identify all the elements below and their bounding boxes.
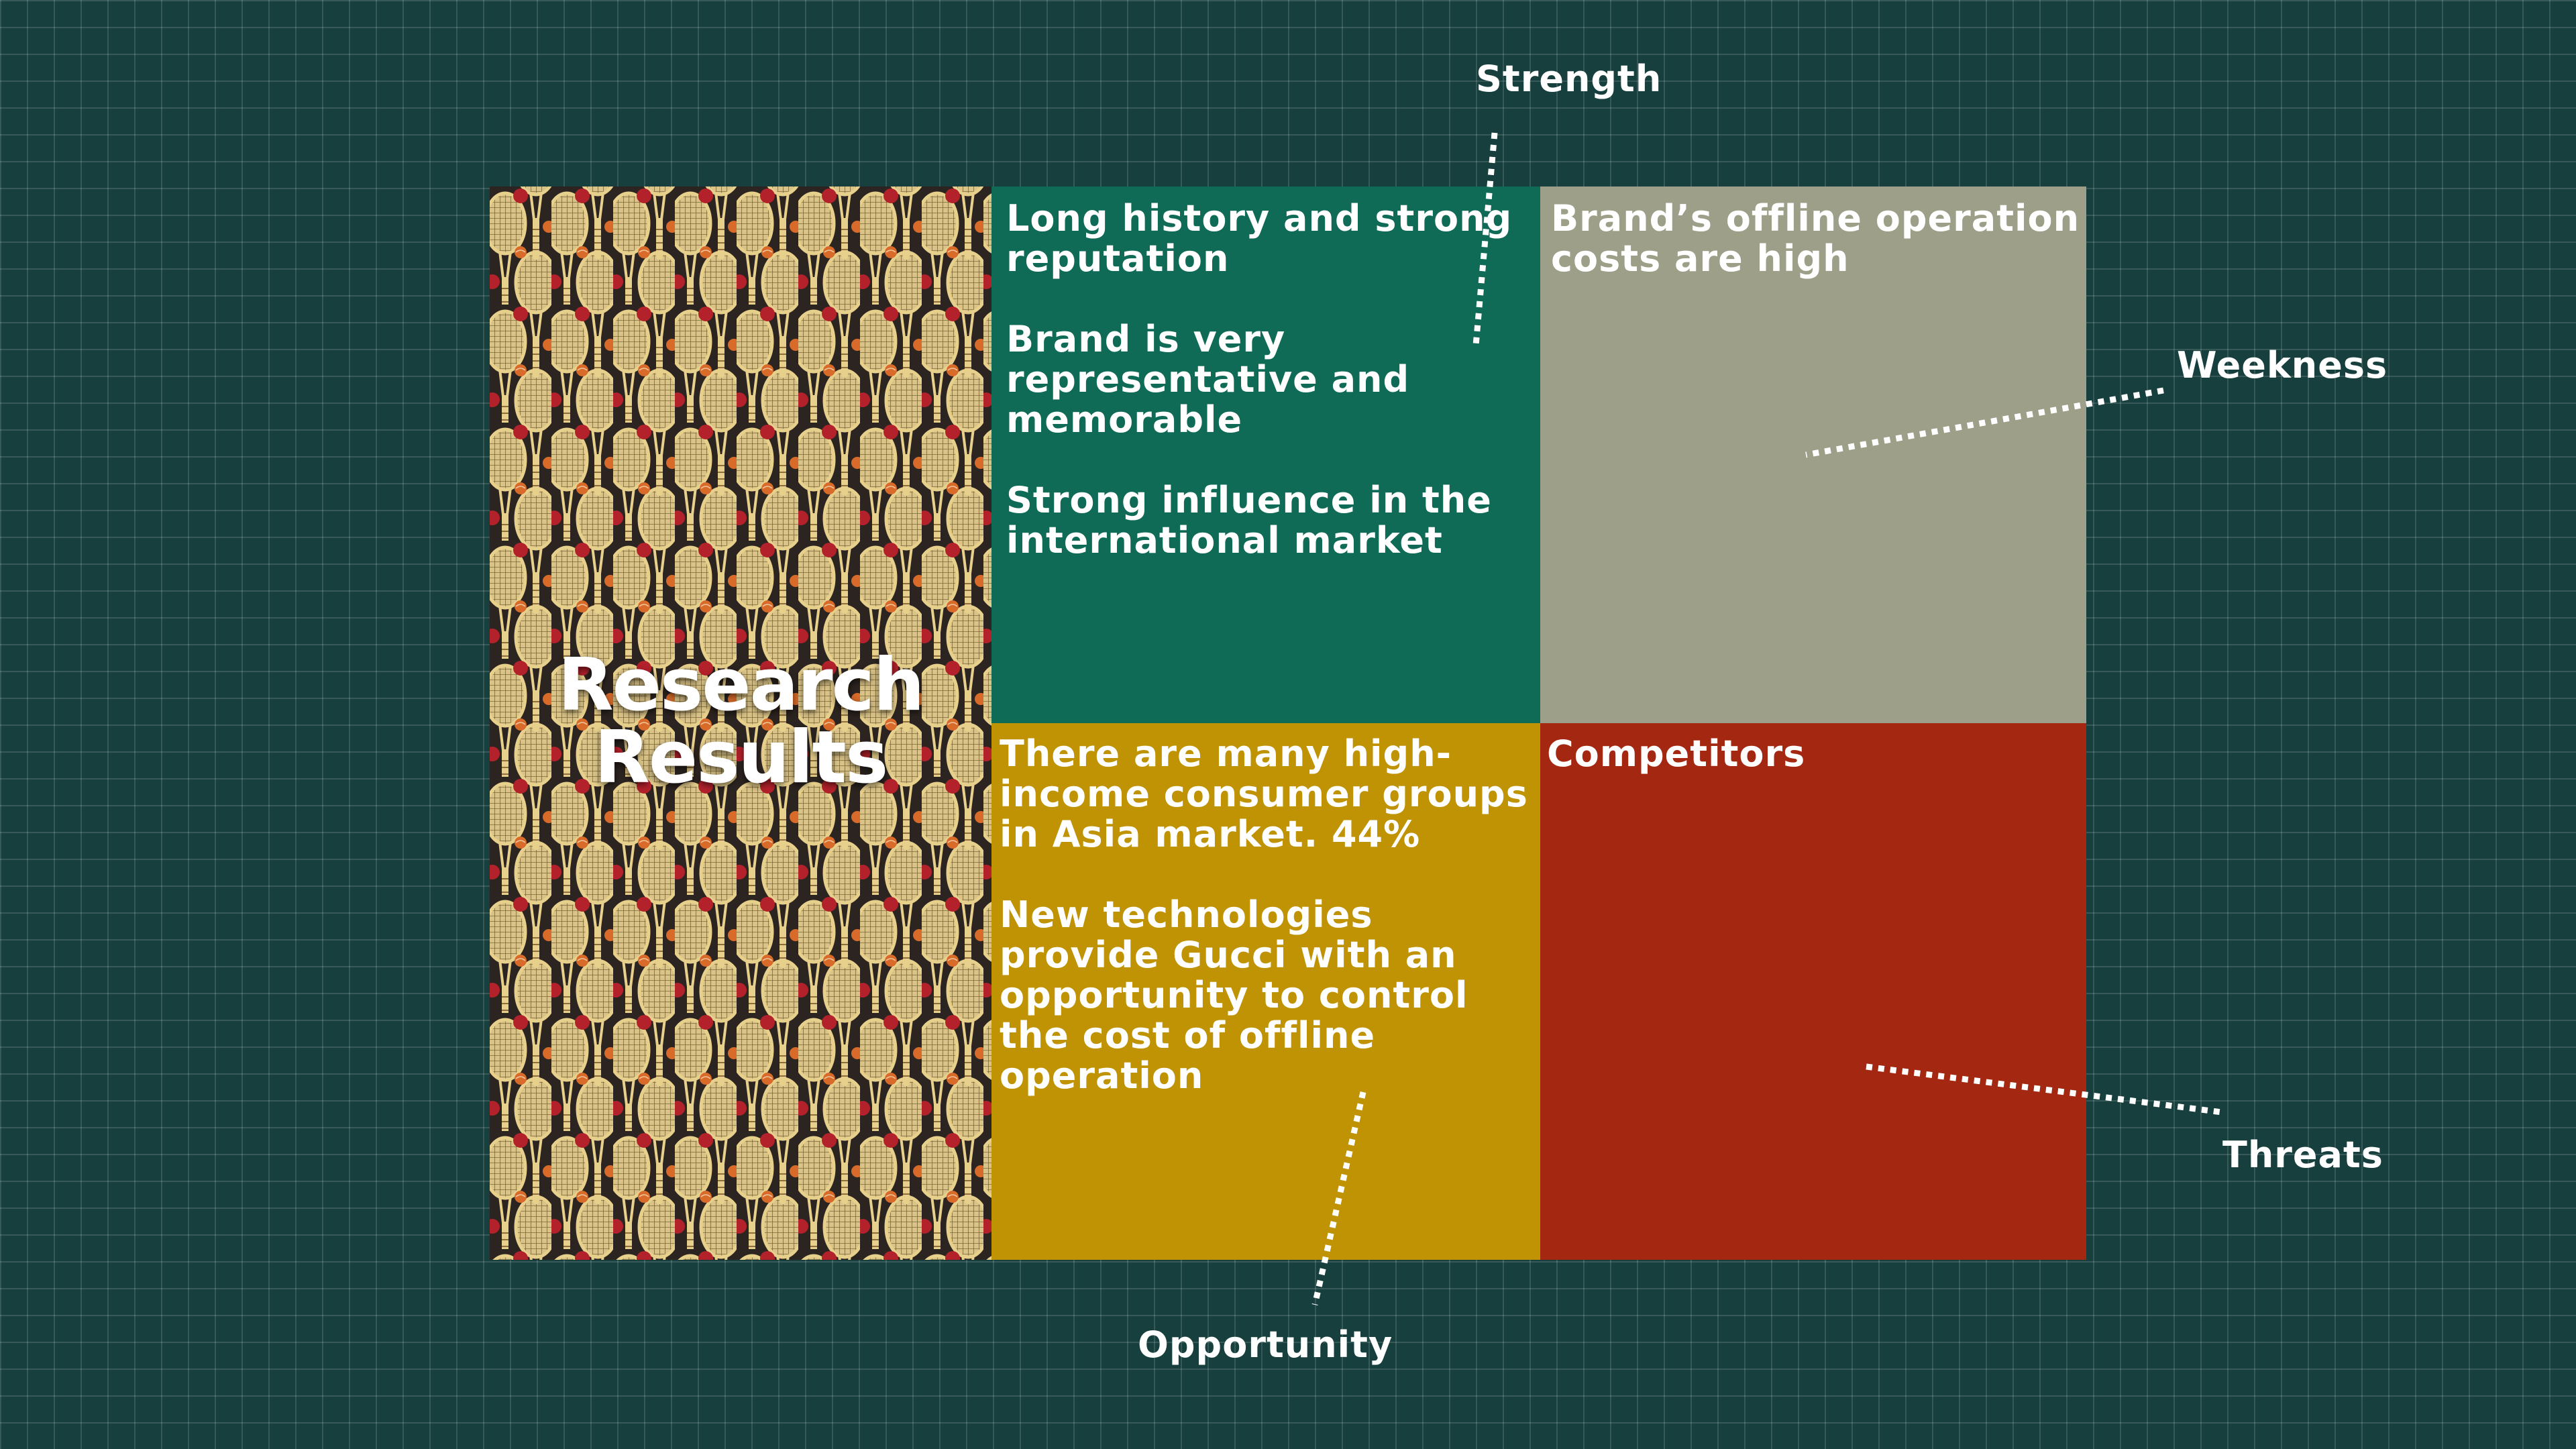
strength-point: Strong influence in the international ma… <box>1006 479 1492 561</box>
strength-point: Brand is very representative and memorab… <box>1006 318 1410 441</box>
tennis-racket-pattern-image: Research Results <box>490 186 991 1260</box>
threats-connector <box>1866 1063 2222 1116</box>
weakness-connector <box>1805 387 2164 458</box>
threats-label: Threats <box>2222 1134 2383 1176</box>
tennis-racket-pattern-icon <box>490 186 991 1260</box>
strength-quadrant: Long history and strong reputation Brand… <box>991 186 1540 723</box>
weakness-point: Brand’s offline operation costs are high <box>1551 197 2080 280</box>
opportunity-point: There are many high-income consumer grou… <box>1000 733 1528 855</box>
opportunity-label: Opportunity <box>1138 1324 1393 1366</box>
strength-label: Strength <box>1476 58 1662 100</box>
swot-panel: Research Results Long history and strong… <box>490 186 2086 1260</box>
opportunity-connector <box>1311 1091 1366 1305</box>
research-results-title: Research Results <box>557 643 925 800</box>
weakness-label: Weekness <box>2177 344 2388 386</box>
strength-connector <box>1472 132 1498 346</box>
threats-quadrant: Competitors <box>1540 723 2086 1260</box>
opportunity-quadrant: There are many high-income consumer grou… <box>991 723 1540 1260</box>
opportunity-point: New technologies provide Gucci with an o… <box>1000 894 1468 1097</box>
strength-point: Long history and strong reputation <box>1006 197 1513 280</box>
threats-point: Competitors <box>1547 733 1806 775</box>
